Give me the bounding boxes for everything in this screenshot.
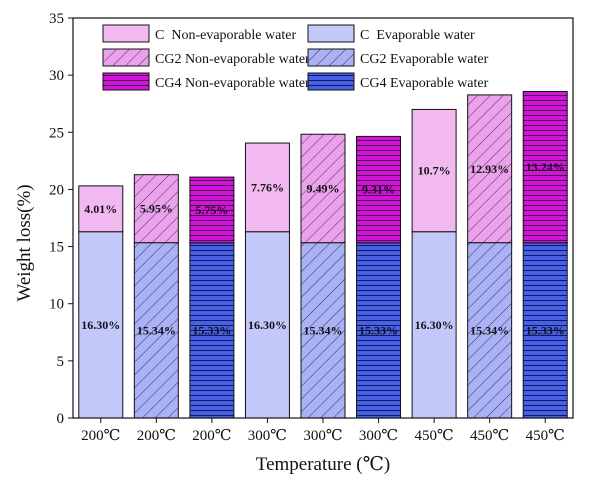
x-tick-label: 450℃ <box>526 428 565 444</box>
x-tick-label: 300℃ <box>303 428 342 444</box>
bar-non-evaporable-c-0 <box>78 185 124 233</box>
legend-swatch-cg2-evap <box>307 48 355 67</box>
y-axis-title: Weight loss(%) <box>14 184 35 301</box>
legend-swatch-cg4-non <box>102 72 150 91</box>
bar-non-evaporable-cg4-2 <box>189 176 235 244</box>
bar-non-evaporable-c-3 <box>244 142 290 233</box>
x-tick-label: 200℃ <box>81 428 120 444</box>
data-label-non-evaporable-5: 9.31% <box>362 183 395 197</box>
bar-evaporable-cg4-8 <box>522 242 568 419</box>
legend-label-c-evap: C Evaporable water <box>360 28 475 43</box>
data-label-evaporable-5: 15.33% <box>359 323 398 337</box>
bar-non-evaporable-cg4-8 <box>522 90 568 244</box>
data-label-evaporable-6: 16.30% <box>415 318 454 332</box>
data-label-evaporable-7: 15.34% <box>470 323 509 337</box>
data-label-non-evaporable-8: 13.24% <box>526 160 565 174</box>
legend-label-cg4-non: CG4 Non-evaporable water <box>155 76 310 91</box>
data-label-non-evaporable-0: 4.01% <box>84 202 117 216</box>
x-tick-label: 200℃ <box>192 428 231 444</box>
bar-non-evaporable-cg2-7 <box>467 94 513 244</box>
data-label-non-evaporable-2: 5.75% <box>195 203 228 217</box>
y-tick-label: 25 <box>49 125 64 141</box>
data-label-non-evaporable-3: 7.76% <box>251 180 284 194</box>
y-tick-label: 20 <box>49 182 64 198</box>
data-label-evaporable-0: 16.30% <box>81 318 120 332</box>
legend-label-cg2-non: CG2 Non-evaporable water <box>155 52 310 67</box>
legend-swatch-cg2-non <box>102 48 150 67</box>
axes-layer: 200℃ 200℃ 200℃ 300℃ 300℃ 300℃ 450℃ 450℃ 450℃ 0 5 10… <box>49 11 574 444</box>
data-label-evaporable-3: 16.30% <box>248 318 287 332</box>
x-tick-label: 450℃ <box>470 428 509 444</box>
bar-evaporable-c-0 <box>78 231 124 419</box>
bar-non-evaporable-cg4-5 <box>356 135 402 244</box>
x-tick-label: 200℃ <box>137 428 176 444</box>
bar-evaporable-cg2-7 <box>467 242 513 419</box>
y-tick-label: 5 <box>57 354 65 370</box>
data-label-non-evaporable-7: 12.93% <box>470 162 509 176</box>
bar-non-evaporable-cg2-1 <box>133 174 179 244</box>
data-label-non-evaporable-1: 5.95% <box>140 202 173 216</box>
legend-label-c-non: C Non-evaporable water <box>155 28 296 43</box>
data-label-non-evaporable-6: 10.7% <box>418 164 451 178</box>
legend-swatch-c-non <box>102 24 150 43</box>
y-tick-label: 0 <box>57 411 65 427</box>
data-label-evaporable-4: 15.34% <box>304 323 343 337</box>
legend-swatch-cg4-evap <box>307 72 355 91</box>
data-label-non-evaporable-4: 9.49% <box>307 181 340 195</box>
x-axis-title: Temperature (℃) <box>256 454 390 475</box>
y-tick-label: 10 <box>49 297 64 313</box>
data-labels-layer: 16.30% 4.01% 15.34% 5.95% 15.33% 5.75% 16.30% 7… <box>81 160 564 337</box>
data-label-evaporable-1: 15.34% <box>137 323 176 337</box>
y-tick-label: 30 <box>49 68 64 84</box>
plot-frame <box>72 17 574 419</box>
legend-label-cg2-evap: CG2 Evaporable water <box>360 52 489 67</box>
legend-swatch-c-evap <box>307 24 355 43</box>
data-label-evaporable-2: 15.33% <box>192 323 231 337</box>
y-tick-label: 15 <box>49 240 64 256</box>
bar-non-evaporable-c-6 <box>411 108 457 233</box>
x-tick-label: 300℃ <box>248 428 287 444</box>
y-tick-label: 35 <box>49 11 64 27</box>
legend-label-cg4-evap: CG4 Evaporable water <box>360 76 489 91</box>
bar-non-evaporable-cg2-4 <box>300 133 346 244</box>
data-label-evaporable-8: 15.33% <box>526 323 565 337</box>
legend: C Non-evaporable water C Evaporable water… <box>102 24 489 91</box>
bar-evaporable-cg4-5 <box>356 242 402 419</box>
x-tick-label: 300℃ <box>359 428 398 444</box>
x-tick-label: 450℃ <box>414 428 453 444</box>
bars-layer <box>78 90 568 419</box>
